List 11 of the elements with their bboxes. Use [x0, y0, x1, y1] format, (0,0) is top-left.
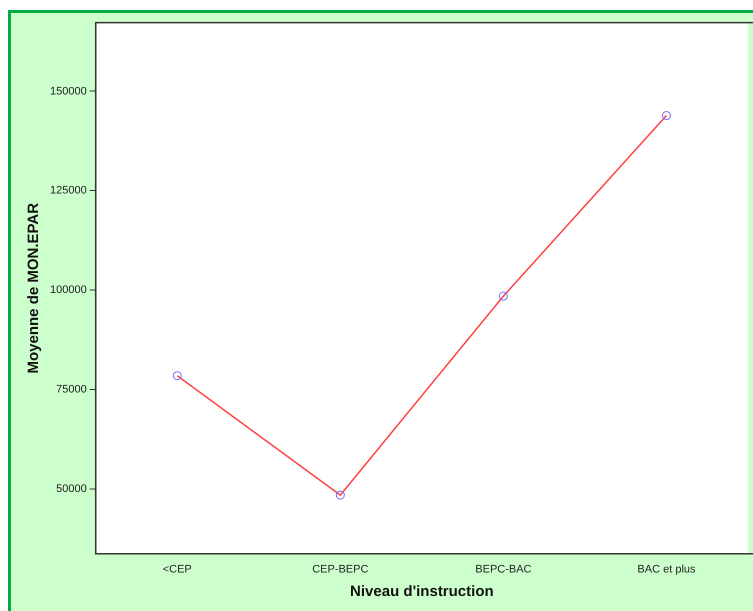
- y-tick-label: 125000: [50, 184, 87, 197]
- y-tick-label: 50000: [56, 483, 87, 496]
- y-tick-label: 100000: [50, 284, 87, 296]
- x-tick-label: BAC et plus: [637, 563, 696, 576]
- y-tick-label: 150000: [50, 85, 87, 98]
- y-tick-label: 75000: [56, 384, 87, 396]
- x-tick-label: CEP-BEPC: [312, 563, 368, 576]
- x-tick-label: <CEP: [162, 563, 192, 576]
- x-tick-label: BEPC-BAC: [475, 563, 532, 576]
- x-axis-title: Niveau d'instruction: [350, 583, 494, 600]
- y-axis-title: Moyenne de MON.EPAR: [25, 202, 42, 374]
